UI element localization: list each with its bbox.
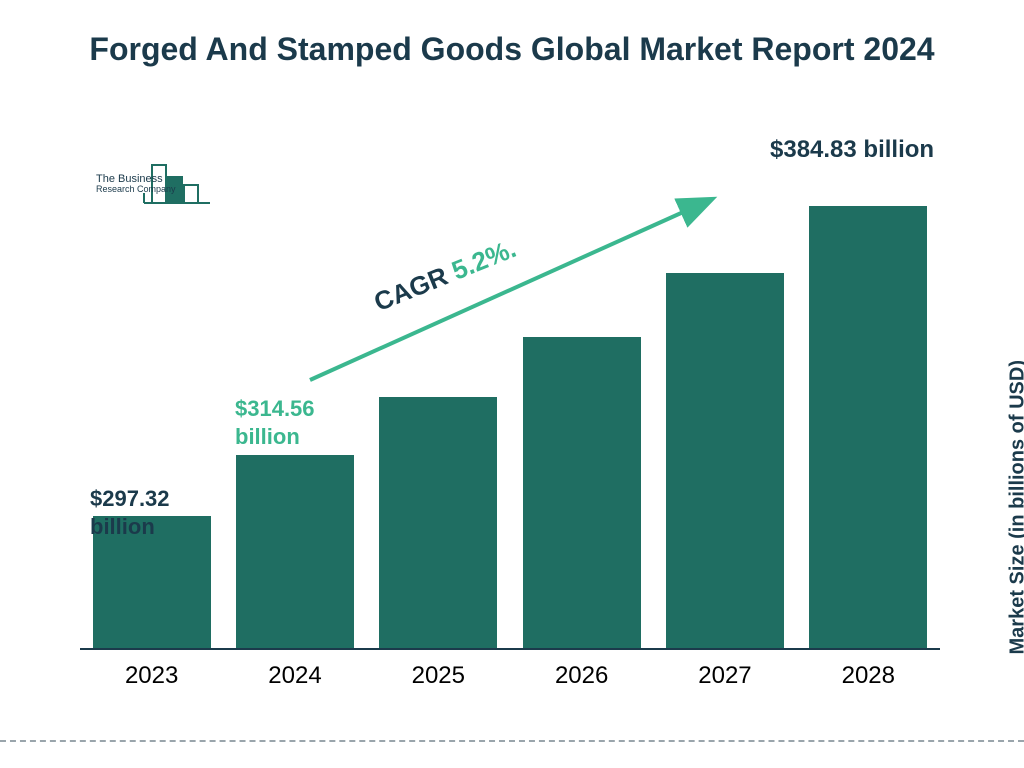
footer-divider [0,740,1024,742]
x-axis-line [80,648,940,650]
y-axis-label: Market Size (in billions of USD) [1006,360,1024,654]
callout-2028: $384.83 billion [770,135,970,165]
callout-2023: $297.32 billion [90,485,220,540]
bar-wrap [665,273,785,648]
x-labels: 2023 2024 2025 2026 2027 2028 [80,662,940,690]
bar-wrap [522,337,642,648]
bar-2025 [379,397,497,648]
bar-wrap [378,397,498,648]
x-tick-label: 2024 [235,662,355,690]
x-tick-label: 2027 [665,662,785,690]
callout-2024: $314.56 billion [235,395,365,450]
chart-title: Forged And Stamped Goods Global Market R… [0,30,1024,68]
x-tick-label: 2026 [522,662,642,690]
x-tick-label: 2025 [378,662,498,690]
bar-2024 [236,455,354,648]
bar-2028 [809,206,927,648]
bar-wrap [808,206,928,648]
bar-wrap [235,455,355,648]
bar-2027 [666,273,784,648]
bar-2026 [523,337,641,648]
x-tick-label: 2028 [808,662,928,690]
x-tick-label: 2023 [92,662,212,690]
